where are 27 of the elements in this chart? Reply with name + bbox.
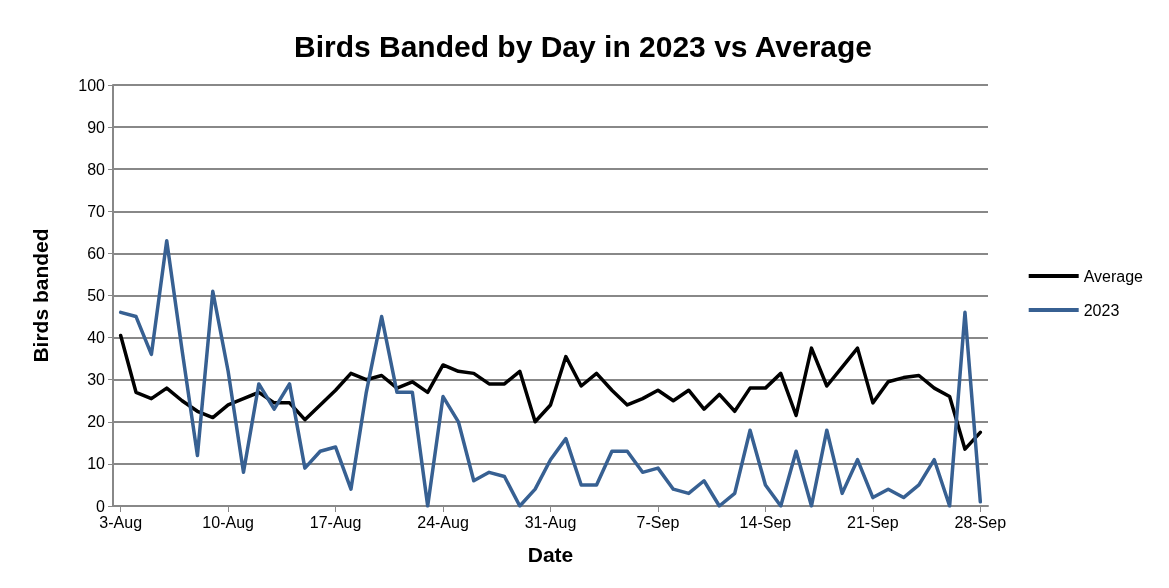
y-tick-label: 60 bbox=[87, 244, 106, 262]
x-tick-label: 17-Aug bbox=[309, 513, 362, 531]
y-tick-label: 0 bbox=[96, 497, 106, 515]
y-axis-title: Birds banded bbox=[29, 228, 52, 363]
x-axis-title: Date bbox=[527, 543, 574, 566]
y-tick-label: 30 bbox=[87, 371, 106, 389]
x-tick-label: 31-Aug bbox=[524, 513, 577, 531]
y-tick-label: 100 bbox=[78, 76, 106, 94]
y-tick-label: 70 bbox=[87, 202, 106, 220]
chart-title: Birds Banded by Day in 2023 vs Average bbox=[293, 29, 873, 63]
x-tick-label: 24-Aug bbox=[417, 513, 469, 531]
y-tick-label: 50 bbox=[87, 287, 106, 304]
y-tick-label: 80 bbox=[87, 160, 106, 178]
y-tick-label: 40 bbox=[87, 329, 106, 347]
line-series bbox=[118, 333, 983, 451]
legend-label: Average bbox=[1083, 267, 1144, 285]
x-tick-label: 10-Aug bbox=[202, 513, 254, 531]
x-tick-label: 21-Sep bbox=[847, 513, 899, 531]
line-series bbox=[118, 239, 983, 508]
x-tick-label: 28-Sep bbox=[954, 513, 1007, 531]
x-tick-label: 7-Sep bbox=[636, 513, 680, 531]
x-tick-label: 14-Sep bbox=[739, 513, 792, 531]
legend-label: 2023 bbox=[1083, 301, 1120, 319]
y-tick-label: 20 bbox=[87, 413, 106, 431]
x-tick-label: 3-Aug bbox=[99, 513, 143, 531]
y-tick-label: 10 bbox=[87, 455, 106, 473]
y-tick-label: 90 bbox=[87, 118, 106, 136]
